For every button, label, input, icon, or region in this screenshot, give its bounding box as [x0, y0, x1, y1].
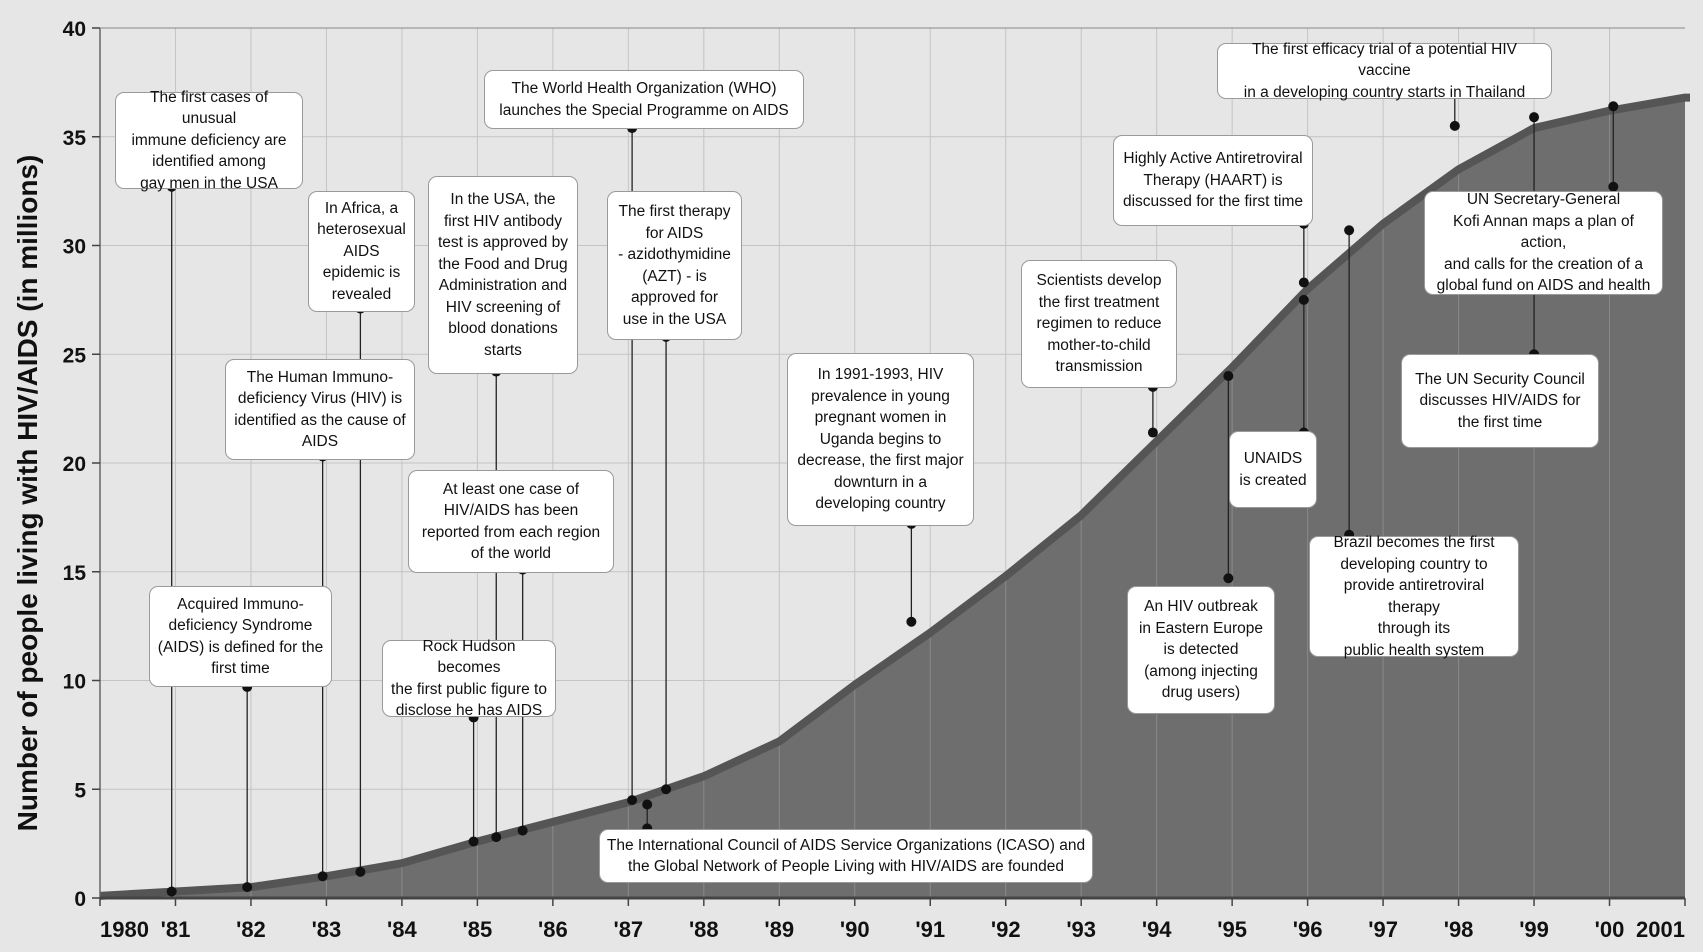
annotation-box: The UN Security Council discusses HIV/AI…: [1401, 354, 1599, 448]
annotation-box: Highly Active Antiretroviral Therapy (HA…: [1113, 135, 1313, 226]
x-tick-label: '83: [312, 917, 342, 942]
y-tick-label: 0: [74, 888, 86, 911]
x-tick-label: '97: [1368, 917, 1398, 942]
annotation-dot-curve: [627, 795, 638, 806]
annotation-box: In 1991-1993, HIV prevalence in young pr…: [787, 353, 974, 526]
x-tick-label: '92: [991, 917, 1021, 942]
annotation-dot-curve: [661, 784, 672, 795]
annotation-dot-curve: [1608, 101, 1619, 112]
annotation-dot-curve: [1298, 277, 1309, 288]
x-tick-label: '99: [1519, 917, 1549, 942]
annotation-dot-curve: [355, 866, 366, 877]
x-tick-label: '95: [1217, 917, 1247, 942]
annotation-box: The first efficacy trial of a potential …: [1217, 41, 1552, 101]
x-tick-label: '94: [1142, 917, 1172, 942]
annotation-box: The Human Immuno- deficiency Virus (HIV)…: [225, 359, 415, 460]
annotation-box: The International Council of AIDS Servic…: [599, 829, 1093, 883]
y-tick-label: 20: [63, 453, 86, 476]
annotation-dot-curve: [317, 871, 328, 882]
y-tick-label: 35: [63, 127, 87, 150]
annotation-box: An HIV outbreak in Eastern Europe is det…: [1127, 586, 1275, 714]
annotation-dot-curve: [1344, 225, 1355, 236]
y-tick-label: 40: [63, 18, 86, 41]
x-tick-label: '88: [689, 917, 719, 942]
annotation-dot-curve: [1298, 294, 1309, 305]
annotation-dot-curve: [491, 832, 502, 843]
annotation-box: In Africa, a heterosexual AIDS epidemic …: [308, 191, 415, 312]
y-axis-ticks: 0 5 10 15 20 25 30 35 40: [63, 18, 100, 911]
annotation-box: At least one case of HIV/AIDS has been r…: [408, 470, 614, 573]
annotation-dot-curve: [1449, 120, 1460, 131]
x-tick-label: '85: [463, 917, 493, 942]
annotation-dot-curve: [906, 616, 917, 627]
area-fill: [100, 97, 1685, 899]
annotation-box: In the USA, the first HIV antibody test …: [428, 176, 578, 374]
series-line: [99, 93, 1690, 900]
annotation-dot-curve: [642, 799, 653, 810]
annotation-box: Rock Hudson becomes the first public fig…: [382, 638, 556, 719]
annotation-dot-curve: [242, 882, 253, 893]
x-tick-label: '89: [764, 917, 794, 942]
x-axis-ticks: 1980 '81 '82 '83 '84 '85 '86 '87 '88 '89 '90 '91 '92…: [99, 898, 1686, 942]
annotation-box: UNAIDS is created: [1229, 431, 1317, 508]
annotation-dot-label: [1608, 181, 1619, 192]
y-tick-label: 10: [63, 671, 86, 694]
annotation-dot-curve: [517, 825, 528, 836]
annotation-box: The first therapy for AIDS - azidothymid…: [607, 191, 742, 340]
annotation-box: UN Secretary-General Kofi Annan maps a p…: [1424, 191, 1663, 295]
x-tick-label: 1980: [100, 917, 149, 942]
y-tick-label: 15: [63, 562, 87, 585]
annotation-box: Acquired Immuno- deficiency Syndrome (AI…: [149, 586, 332, 687]
annotation-dot-label: [1223, 573, 1234, 584]
annotation-box: Brazil becomes the first developing coun…: [1309, 534, 1519, 659]
y-tick-label: 30: [63, 236, 86, 259]
annotation-box: Scientists develop the first treatment r…: [1021, 260, 1177, 388]
x-tick-label: '81: [161, 917, 191, 942]
x-tick-label: '82: [236, 917, 266, 942]
annotation-dot-curve: [1147, 427, 1158, 438]
x-tick-label: '86: [538, 917, 568, 942]
annotation-box: The World Health Organization (WHO) laun…: [484, 70, 804, 129]
x-tick-label: '91: [915, 917, 945, 942]
annotation-box: The first cases of unusual immune defici…: [115, 89, 303, 192]
x-tick-label: '87: [613, 917, 643, 942]
annotation-dot-curve: [1223, 371, 1234, 381]
annotation-dot-curve: [1529, 112, 1540, 123]
annotation-dot-curve: [166, 886, 177, 897]
x-tick-label: 2001: [1636, 917, 1685, 942]
x-tick-label: '00: [1595, 917, 1625, 942]
x-tick-label: '98: [1444, 917, 1474, 942]
x-tick-label: '93: [1066, 917, 1096, 942]
x-tick-label: '90: [840, 917, 870, 942]
x-tick-label: '96: [1293, 917, 1323, 942]
annotation-dot-curve: [468, 836, 479, 847]
y-axis-label: Number of people living with HIV/AIDS (i…: [12, 155, 43, 832]
y-tick-label: 5: [74, 779, 86, 802]
y-tick-label: 25: [63, 344, 87, 367]
x-tick-label: '84: [387, 917, 417, 942]
